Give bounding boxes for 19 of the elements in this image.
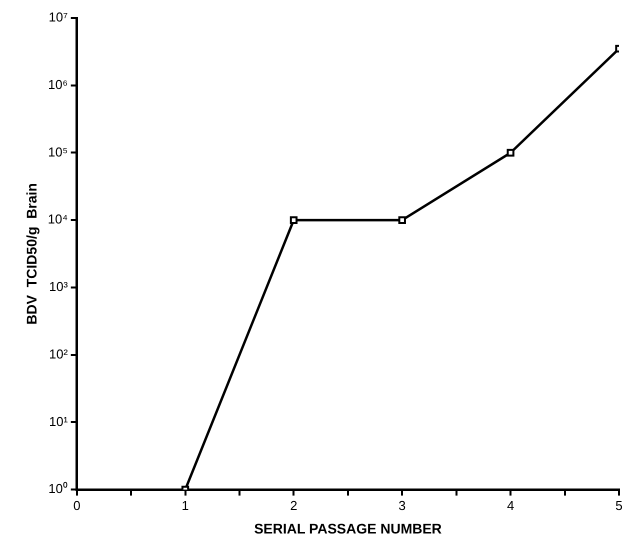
x-axis-title: SERIAL PASSAGE NUMBER	[254, 520, 442, 536]
y-tick-label: 10³	[49, 279, 69, 294]
x-tick-label: 1	[182, 498, 189, 513]
y-tick-label: 10⁴	[48, 212, 68, 227]
y-tick-label: 10⁷	[48, 10, 68, 25]
y-tick-label: 10⁵	[48, 144, 68, 160]
y-tick-label: 10⁰	[48, 481, 68, 496]
x-tick-label: 4	[506, 498, 514, 513]
x-tick-label: 5	[615, 498, 623, 513]
point	[506, 148, 514, 157]
x-tick-label: 3	[398, 498, 406, 513]
y-axis-title: BDV TCID50/g Brain	[23, 183, 40, 325]
point	[398, 216, 406, 224]
y-tick-label: 10¹	[49, 414, 69, 429]
x-tick-label: 2	[290, 498, 298, 513]
y-tick-label: 10²	[49, 346, 69, 362]
y-tick-label: 10⁶	[48, 76, 68, 92]
point	[290, 216, 298, 224]
x-tick-label: 0	[73, 498, 80, 513]
